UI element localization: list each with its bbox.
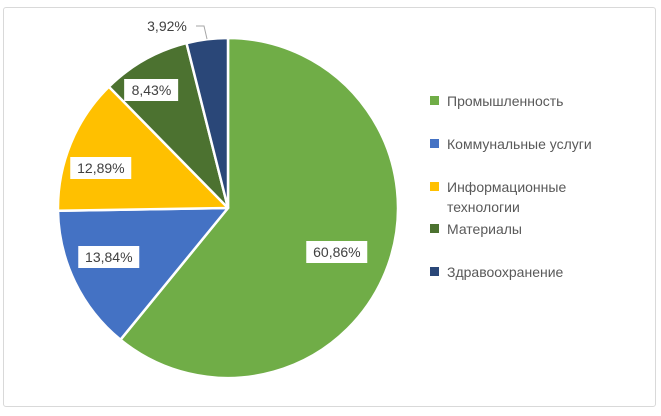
pie-slice-utilities[interactable] xyxy=(56,206,230,341)
legend-marker-utilities-icon xyxy=(430,139,439,148)
legend-item-healthcare[interactable]: Здравоохранение xyxy=(430,262,622,282)
data-label-healthcare[interactable]: 3,92% xyxy=(140,15,194,37)
data-label-materials[interactable]: 8,43% xyxy=(124,79,179,102)
leader-line-healthcare xyxy=(196,25,208,40)
data-label-utilities[interactable]: 13,84% xyxy=(78,245,140,268)
legend-marker-industry-icon xyxy=(430,96,439,105)
legend-marker-healthcare-icon xyxy=(430,267,439,276)
pie-slice-industry[interactable] xyxy=(119,36,400,380)
legend-item-materials[interactable]: Материалы xyxy=(430,219,622,239)
pie-slice-healthcare[interactable] xyxy=(185,36,230,210)
legend-label-healthcare: Здравоохранение xyxy=(447,264,564,280)
legend-marker-materials-icon xyxy=(430,224,439,233)
legend-item-utilities[interactable]: Коммунальные услуги xyxy=(430,134,622,154)
data-label-industry[interactable]: 60,86% xyxy=(306,240,368,263)
legend-item-industry[interactable]: Промышленность xyxy=(430,91,622,111)
legend-label-utilities: Коммунальные услуги xyxy=(447,136,592,152)
legend-label-materials: Материалы xyxy=(447,221,522,237)
legend-marker-information-technology-icon xyxy=(430,182,439,191)
legend-label-information-technology: Информационные технологии xyxy=(447,179,567,215)
pie-slice-information-technology[interactable] xyxy=(56,85,230,212)
legend-label-industry: Промышленность xyxy=(447,93,564,109)
data-label-information-technology[interactable]: 12,89% xyxy=(70,157,132,180)
legend-item-information-technology[interactable]: Информационные технологии xyxy=(430,177,622,217)
